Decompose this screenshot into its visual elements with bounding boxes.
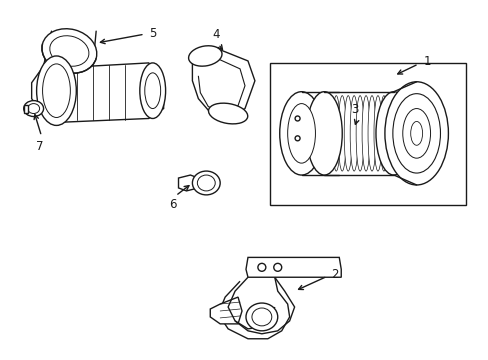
Ellipse shape: [197, 175, 215, 191]
Text: 7: 7: [36, 140, 43, 153]
Circle shape: [257, 264, 265, 271]
Ellipse shape: [338, 96, 346, 171]
Ellipse shape: [28, 104, 40, 113]
Polygon shape: [32, 63, 163, 122]
Ellipse shape: [373, 96, 381, 171]
Ellipse shape: [320, 96, 327, 171]
Ellipse shape: [410, 121, 422, 145]
Polygon shape: [192, 49, 254, 118]
Circle shape: [294, 136, 300, 141]
Ellipse shape: [279, 92, 323, 175]
Text: 2: 2: [331, 268, 338, 281]
Ellipse shape: [384, 82, 447, 185]
Ellipse shape: [188, 46, 222, 66]
Ellipse shape: [325, 96, 334, 171]
Ellipse shape: [375, 92, 411, 175]
Ellipse shape: [251, 308, 271, 326]
Ellipse shape: [287, 104, 315, 163]
Ellipse shape: [344, 96, 351, 171]
Ellipse shape: [392, 94, 440, 173]
Ellipse shape: [37, 56, 76, 125]
Ellipse shape: [332, 96, 340, 171]
Circle shape: [273, 264, 281, 271]
Polygon shape: [178, 175, 198, 191]
Ellipse shape: [385, 96, 393, 171]
Ellipse shape: [144, 73, 161, 109]
Ellipse shape: [306, 92, 342, 175]
Polygon shape: [210, 297, 242, 324]
Ellipse shape: [208, 103, 247, 124]
Ellipse shape: [245, 303, 277, 331]
Ellipse shape: [355, 96, 364, 171]
Ellipse shape: [349, 96, 357, 171]
Text: 6: 6: [168, 198, 176, 211]
Circle shape: [294, 116, 300, 121]
Text: 3: 3: [351, 103, 358, 116]
Ellipse shape: [379, 96, 387, 171]
Ellipse shape: [367, 96, 375, 171]
Text: 4: 4: [212, 28, 220, 41]
Ellipse shape: [361, 96, 369, 171]
Ellipse shape: [402, 109, 429, 158]
Ellipse shape: [140, 63, 165, 118]
Text: 5: 5: [148, 27, 156, 40]
Ellipse shape: [24, 100, 43, 117]
Polygon shape: [269, 63, 466, 205]
Polygon shape: [24, 105, 28, 113]
Ellipse shape: [42, 29, 97, 73]
Text: 1: 1: [423, 55, 430, 68]
Ellipse shape: [50, 36, 89, 66]
Ellipse shape: [192, 171, 220, 195]
Ellipse shape: [42, 64, 70, 117]
Polygon shape: [245, 257, 341, 277]
